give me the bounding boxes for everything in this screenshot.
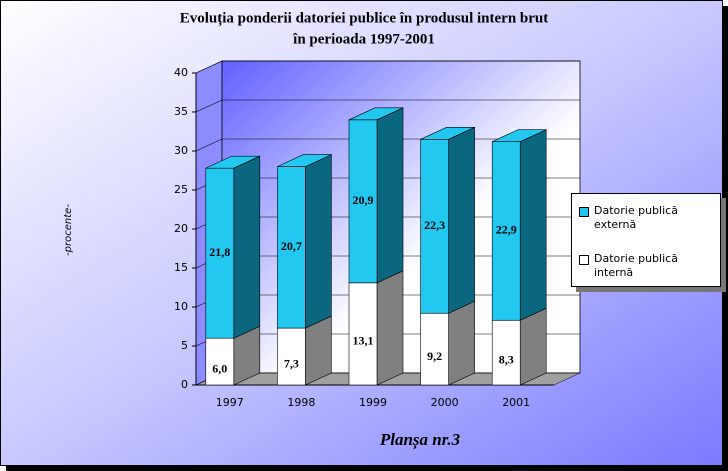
value-label: 22,3 [424, 218, 445, 232]
bar-top [277, 154, 332, 167]
bar-side [519, 129, 547, 321]
value-label: 8,3 [499, 352, 514, 366]
y-tick-label: 10 [174, 300, 188, 313]
legend-swatch [579, 255, 589, 265]
grid-line [195, 60, 223, 74]
y-tick-label: 15 [174, 261, 188, 274]
y-tick-label: 0 [181, 378, 188, 391]
bar [491, 141, 521, 321]
shadow [722, 6, 728, 471]
bar-side [448, 300, 475, 386]
bar [205, 337, 235, 386]
grid-line [195, 138, 223, 152]
bar-side [448, 126, 475, 314]
bar [205, 167, 235, 339]
chart-subtitle: în perioada 1997-2001 [292, 31, 435, 47]
bar [348, 282, 378, 386]
bar-side [519, 307, 547, 386]
x-tick-label: 2000 [431, 396, 459, 409]
value-label: 6,0 [212, 361, 227, 375]
caption: Planșa nr.3 [379, 430, 461, 450]
bar [277, 327, 306, 386]
value-label: 20,9 [353, 193, 374, 207]
y-tick-label: 20 [174, 222, 188, 235]
y-axis-label: -procente- [63, 204, 74, 256]
value-label: 22,9 [496, 223, 517, 237]
value-label: 7,3 [284, 356, 299, 370]
x-tick-label: 1997 [216, 396, 244, 409]
legend-swatch [579, 207, 589, 217]
bar [348, 119, 378, 284]
y-tick-label: 25 [174, 183, 188, 196]
bar-top [420, 127, 475, 140]
value-label: 21,8 [209, 245, 230, 259]
bar-top [348, 107, 404, 121]
value-label: 20,7 [281, 239, 302, 253]
value-label: 13,1 [353, 334, 374, 348]
x-tick-label: 2001 [502, 396, 530, 409]
bar-top [492, 129, 547, 142]
bar-side [233, 155, 261, 339]
x-tick-label: 1998 [287, 396, 315, 409]
grid-line [195, 99, 223, 113]
bar [420, 139, 449, 314]
bar-side [305, 154, 332, 329]
bar [277, 166, 306, 329]
bar-side [376, 107, 404, 284]
y-tick-label: 35 [174, 105, 188, 118]
y-tick-label: 40 [174, 66, 188, 79]
bar-top [205, 155, 260, 169]
y-tick-label: 30 [174, 144, 188, 157]
chart-title: Evoluția ponderii datoriei publice în pr… [180, 10, 549, 26]
legend-label: Datorie publică externă [594, 204, 678, 231]
shadow [6, 465, 728, 471]
legend-label: Datorie publică internă [594, 252, 678, 279]
bar-side [376, 270, 404, 386]
value-label: 9,2 [427, 349, 442, 363]
bar [491, 319, 521, 386]
x-tick-label: 1999 [359, 396, 387, 409]
y-tick-label: 5 [181, 339, 188, 352]
legend: Datorie publică externă Datorie publică i… [571, 193, 721, 287]
